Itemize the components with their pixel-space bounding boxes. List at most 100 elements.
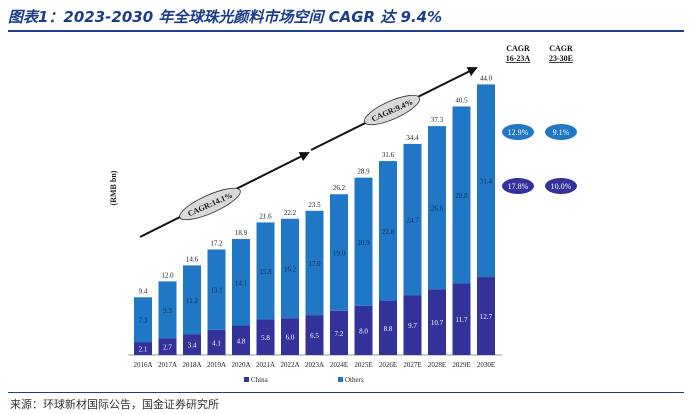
x-tick-label: 2029E — [452, 361, 470, 369]
label-total: 23.5 — [308, 201, 321, 209]
bar-others — [281, 218, 299, 319]
label-others: 7.3 — [139, 317, 148, 325]
label-others: 31.4 — [480, 178, 493, 186]
label-total: 21.6 — [259, 212, 272, 220]
x-tick-label: 2018A — [182, 361, 201, 369]
label-others: 26.6 — [431, 205, 444, 213]
cagr-header-2-line1: CAGR — [549, 44, 573, 53]
cagr-callout-1: CAGR:14.1% — [179, 187, 241, 221]
x-tick-label: 2030E — [477, 361, 495, 369]
label-total: 37.3 — [431, 116, 444, 124]
bar-china — [428, 289, 446, 355]
label-others: 14.1 — [235, 279, 248, 287]
label-total: 34.4 — [406, 134, 419, 142]
label-others: 17.0 — [308, 260, 321, 268]
x-tick-label: 2022A — [280, 361, 299, 369]
x-tick-label: 2028E — [428, 361, 446, 369]
bar-others — [477, 84, 495, 278]
bar-china — [158, 338, 177, 355]
title-divider — [8, 30, 684, 32]
label-others: 16.2 — [284, 265, 297, 273]
legend-others-label: Others — [345, 376, 364, 384]
bar-china — [305, 315, 324, 355]
bar-others — [354, 177, 373, 306]
label-total: 40.5 — [455, 96, 468, 104]
label-others: 20.9 — [357, 239, 370, 247]
bar-china — [207, 329, 226, 355]
cagr-header-2-line2: 23-30E — [549, 54, 573, 63]
bar-china — [281, 318, 299, 355]
bar-others — [256, 222, 275, 320]
legend-china-swatch — [244, 377, 249, 382]
label-china: 10.7 — [431, 319, 444, 327]
cagr-others-23-30: 9.1% — [553, 128, 570, 137]
cagr-china-23-30-pill — [545, 178, 577, 194]
cagr-header-1-line2: 16-23A — [506, 54, 531, 63]
bar-others — [379, 161, 397, 301]
x-tick-label: 2017A — [158, 361, 177, 369]
legend-others-swatch — [338, 377, 343, 382]
x-tick-label: 2024E — [330, 361, 348, 369]
legend: China Others — [244, 376, 364, 384]
label-total: 31.6 — [382, 151, 395, 159]
label-others: 22.8 — [382, 228, 395, 236]
x-tick-label: 2021A — [256, 361, 275, 369]
label-total: 14.6 — [186, 255, 199, 263]
cagr-header-1-line1: CAGR — [506, 44, 530, 53]
bar-china — [354, 305, 373, 355]
bar-china — [477, 277, 495, 355]
label-china: 6.0 — [286, 334, 295, 342]
label-china: 9.7 — [408, 322, 417, 330]
label-total: 17.2 — [210, 239, 223, 247]
label-china: 2.1 — [139, 346, 148, 354]
stacked-bar-chart: (RMB bn) 2.1 7.3 9.4 2016A 2.7 9.3 12.0 2017A 3.… — [109, 44, 577, 384]
x-tick-label: 2023A — [305, 361, 324, 369]
source-note: 来源：环球新材国际公告，国金证券研究所 — [10, 398, 219, 411]
label-others: 15.8 — [259, 268, 272, 276]
bar-others — [330, 194, 348, 311]
cagr-china-16-23: 17.8% — [508, 182, 529, 191]
label-total: 28.9 — [357, 168, 370, 176]
label-others: 28.8 — [455, 192, 468, 200]
cagr-others-16-23: 12.9% — [508, 128, 529, 137]
bar-others — [305, 210, 324, 316]
bar-china — [379, 301, 397, 355]
bar-china — [403, 295, 422, 355]
bar-china — [134, 342, 152, 355]
label-china: 5.8 — [261, 334, 270, 342]
cagr-china-23-30: 10.0% — [551, 182, 572, 191]
label-china: 8.8 — [384, 325, 393, 333]
label-total: 9.4 — [139, 287, 148, 295]
label-total: 44.0 — [480, 74, 493, 82]
bar-others — [207, 249, 226, 330]
x-tick-label: 2020A — [231, 361, 250, 369]
bar-others — [403, 143, 422, 296]
source-divider — [8, 392, 684, 393]
bar-china — [452, 283, 471, 355]
label-total: 22.2 — [284, 209, 297, 217]
label-others: 13.1 — [210, 287, 223, 295]
cagr-china-16-23-pill — [502, 178, 534, 194]
label-china: 6.5 — [310, 332, 319, 340]
label-china: 8.0 — [359, 327, 368, 335]
bar-china — [330, 310, 348, 355]
legend-china-label: China — [251, 376, 269, 384]
label-others: 11.2 — [186, 297, 198, 305]
bar-china — [256, 319, 275, 355]
label-china: 4.1 — [212, 339, 221, 347]
cagr-others-16-23-pill — [502, 124, 534, 140]
bar-others — [452, 106, 471, 284]
label-china: 2.7 — [163, 344, 172, 352]
label-china: 11.7 — [456, 316, 468, 324]
bar-others — [428, 126, 446, 290]
figure-title: 图表1：2023-2030 年全球珠光颜料市场空间 CAGR 达 9.4% — [8, 8, 443, 26]
label-total: 12.0 — [161, 271, 174, 279]
label-others: 9.3 — [163, 307, 172, 315]
bar-others — [183, 265, 201, 335]
x-tick-label: 2027E — [403, 361, 421, 369]
bar-china — [232, 325, 250, 355]
x-tick-label: 2026E — [379, 361, 397, 369]
label-china: 7.2 — [335, 330, 344, 338]
bar-others — [232, 239, 250, 326]
label-china: 3.4 — [188, 342, 197, 350]
